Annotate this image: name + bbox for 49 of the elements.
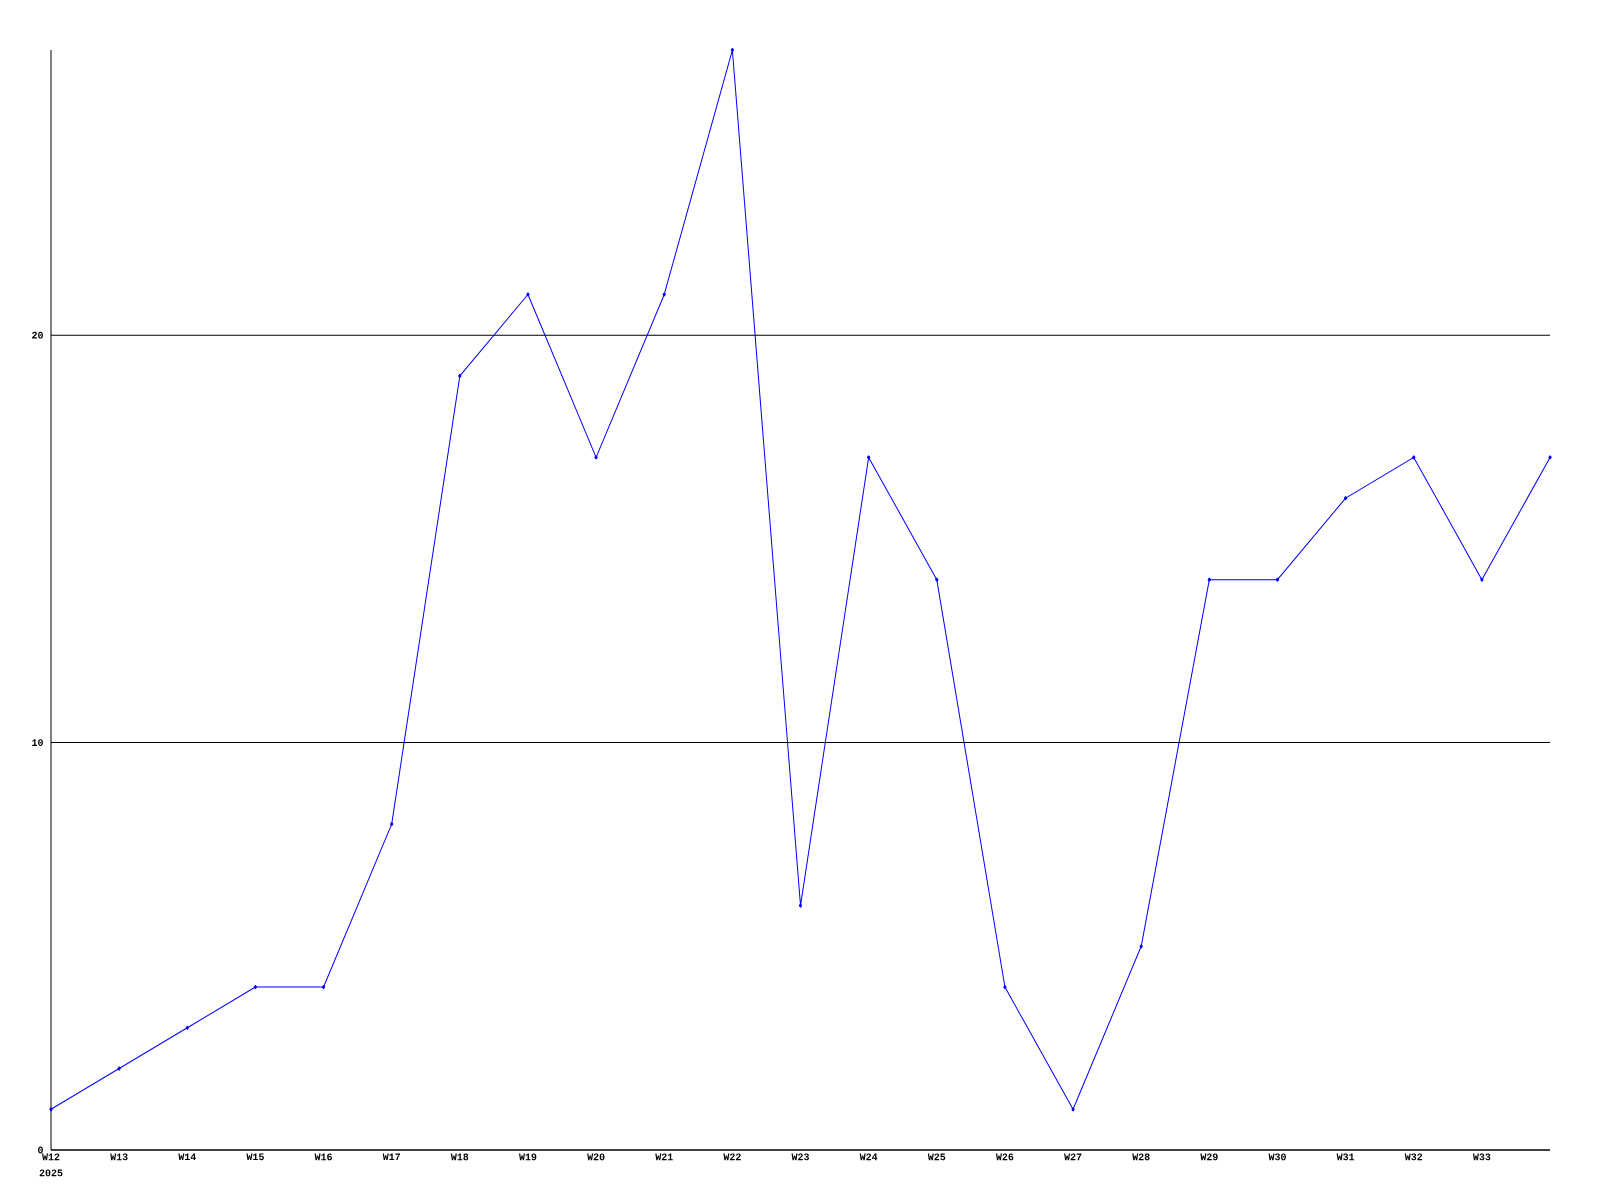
point	[662, 292, 666, 297]
y-tick-label: 0	[38, 1146, 43, 1154]
x-tick-label: W18	[450, 1153, 469, 1161]
x-tick-label: W15	[246, 1153, 264, 1161]
x-tick-label: W25	[927, 1153, 946, 1161]
point	[458, 373, 462, 379]
point	[49, 1107, 53, 1112]
y-tick-label: 20	[32, 331, 43, 339]
x-tick-label: W33	[1472, 1153, 1491, 1161]
text: 2025	[39, 1169, 63, 1177]
point	[1275, 577, 1280, 582]
point	[389, 821, 394, 827]
point	[866, 455, 871, 460]
x-tick-label: W24	[859, 1153, 878, 1161]
point	[798, 903, 803, 908]
point	[185, 1025, 189, 1030]
point	[1480, 577, 1484, 582]
y-tick-label: 10	[32, 739, 43, 746]
x-tick-label: W13	[110, 1153, 128, 1161]
x-tick-label: W31	[1336, 1153, 1355, 1161]
x-tick-label: W29	[1200, 1153, 1218, 1161]
point	[1343, 496, 1348, 501]
x-tick-label: W27	[1064, 1153, 1082, 1161]
x-tick-label: W20	[587, 1153, 605, 1161]
point	[1003, 984, 1007, 990]
point	[1412, 455, 1416, 460]
x-tick-label: W28	[1132, 1153, 1150, 1161]
x-tick-label: W12	[42, 1153, 60, 1161]
x-tick-label: W26	[995, 1153, 1014, 1161]
x-tick-label: W23	[791, 1153, 809, 1161]
x-tick-label: W22	[723, 1153, 741, 1161]
point	[1207, 577, 1212, 582]
point	[594, 455, 598, 460]
point	[1139, 944, 1143, 949]
point	[253, 984, 258, 990]
point	[730, 47, 735, 53]
x-tick-label: W30	[1268, 1153, 1286, 1161]
x-tick-label: W21	[655, 1153, 673, 1161]
point	[935, 577, 939, 582]
point	[117, 1066, 121, 1071]
x-tick-label: W32	[1404, 1153, 1423, 1161]
x-tick-label: W14	[178, 1153, 196, 1161]
point	[1548, 455, 1552, 460]
x-tick-label: W17	[382, 1153, 400, 1161]
point	[321, 984, 326, 990]
x-tick-label: W16	[314, 1153, 332, 1161]
point	[1071, 1107, 1075, 1112]
point	[526, 292, 530, 297]
x-tick-label: W19	[519, 1153, 537, 1161]
